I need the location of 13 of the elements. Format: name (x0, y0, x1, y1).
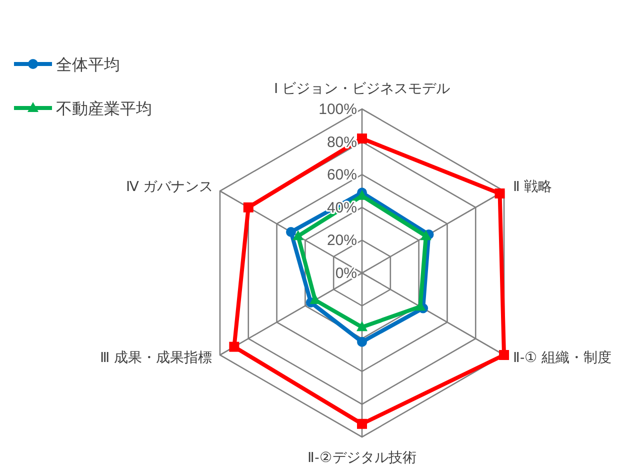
spoke-label: Ⅲ 成果・成果指標 (99, 348, 212, 367)
spoke-label: Ⅱ-②デジタル技術 (306, 448, 418, 467)
y-tick-label: 40% (326, 199, 357, 216)
y-tick-label: 60% (326, 166, 357, 184)
legend-label: 全体平均 (56, 57, 120, 74)
spoke-label: Ⅱ 戦略 (513, 177, 553, 196)
y-tick-label: 20% (326, 232, 357, 250)
spoke-label: Ⅳ ガバナンス (125, 177, 213, 196)
legend-label: 不動産業平均 (56, 100, 152, 118)
y-tick-label: 100% (318, 101, 357, 118)
spoke-label: Ⅱ-① 組織・制度 (513, 348, 613, 367)
y-tick-label: 0% (335, 265, 357, 282)
spoke-label: Ⅰ ビジョン・ビジネスモデル (273, 79, 451, 98)
